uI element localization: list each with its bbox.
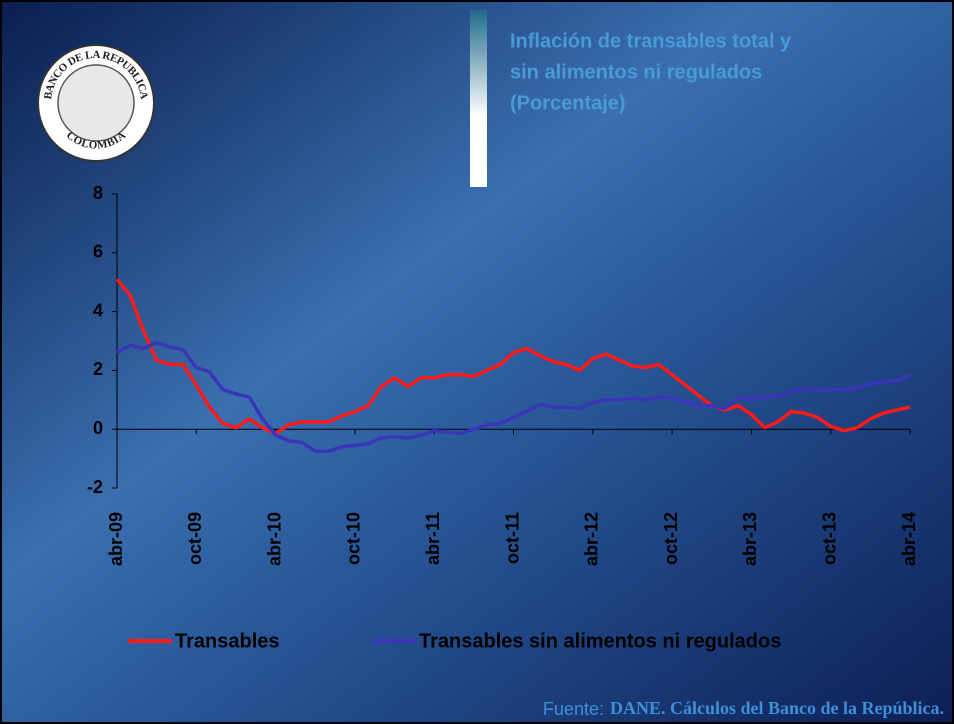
x-tick-label: oct-13 [819, 512, 839, 565]
y-tick-label: 2 [93, 359, 103, 379]
source: Fuente: DANE. Cálculos del Banco de la Re… [543, 698, 944, 719]
x-tick-label: abr-14 [899, 512, 919, 566]
logo-inner [57, 64, 135, 142]
x-tick-label: abr-12 [582, 512, 602, 566]
y-tick-label: 0 [93, 418, 103, 438]
logo: BANCO DE LA REPUBLICA COLOMBIA [37, 44, 155, 162]
x-tick-label: abr-10 [264, 512, 284, 566]
accent-bar [470, 10, 487, 187]
y-tick-label: 6 [93, 242, 103, 262]
chart-title: sin alimentos ni regulados [510, 61, 762, 83]
source-text: DANE. Cálculos del Banco de la República… [610, 698, 944, 718]
chart-title: Inflación de transables total y [510, 30, 792, 52]
x-tick-label: oct-12 [661, 512, 681, 565]
series-line [116, 340, 911, 454]
chart-title: (Porcentaje) [510, 92, 626, 114]
x-tick-label: abr-09 [106, 512, 126, 566]
x-tick-label: oct-11 [502, 512, 522, 564]
x-tick-label: oct-10 [344, 512, 364, 565]
source-label: Fuente: [543, 699, 604, 719]
y-tick-label: -2 [87, 477, 103, 497]
x-tick-label: abr-13 [740, 512, 760, 566]
y-tick-label: 4 [93, 300, 103, 320]
x-tick-label: oct-09 [185, 512, 205, 565]
x-tick-label: abr-11 [423, 512, 443, 565]
legend-label: Transables sin alimentos ni regulados [419, 630, 781, 652]
series-line [115, 278, 911, 436]
y-tick-label: 8 [93, 183, 103, 203]
legend-label: Transables [175, 630, 280, 652]
